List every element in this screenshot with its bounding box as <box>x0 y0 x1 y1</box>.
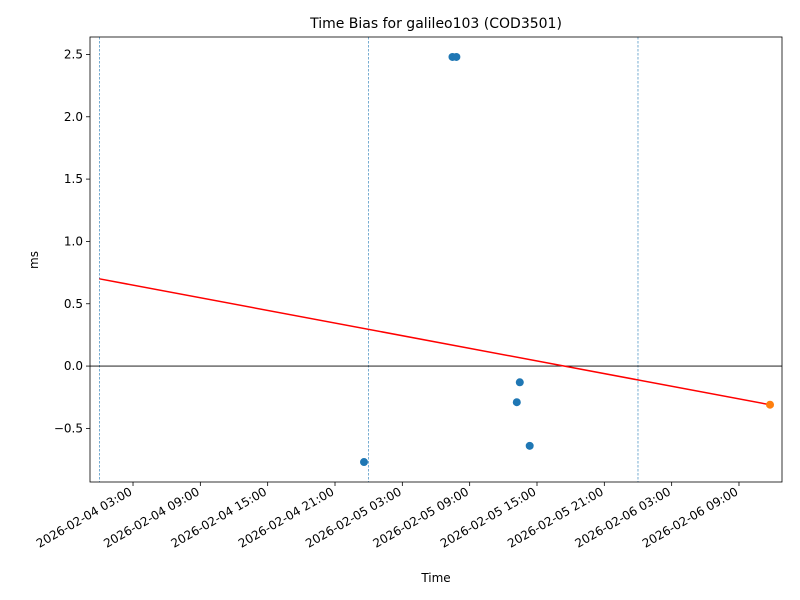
y-tick-label: 0.5 <box>64 297 83 311</box>
y-tick-label: 1.5 <box>64 172 83 186</box>
chart-title: Time Bias for galileo103 (COD3501) <box>309 16 562 32</box>
trend-line <box>99 278 771 406</box>
y-tick-label: 2.0 <box>64 110 83 124</box>
y-tick-label: 2.5 <box>64 47 83 61</box>
y-tick-label: −0.5 <box>54 421 83 435</box>
data-point <box>766 400 775 409</box>
data-point <box>452 52 461 61</box>
data-point <box>512 398 521 407</box>
plot-frame <box>89 36 783 483</box>
y-tick-label: 0.0 <box>64 359 83 373</box>
data-point <box>525 441 534 450</box>
data-point <box>359 458 368 467</box>
y-axis-label: ms <box>27 251 41 269</box>
x-axis-label: Time <box>420 571 450 585</box>
data-point <box>515 378 524 387</box>
y-tick-label: 1.0 <box>64 234 83 248</box>
